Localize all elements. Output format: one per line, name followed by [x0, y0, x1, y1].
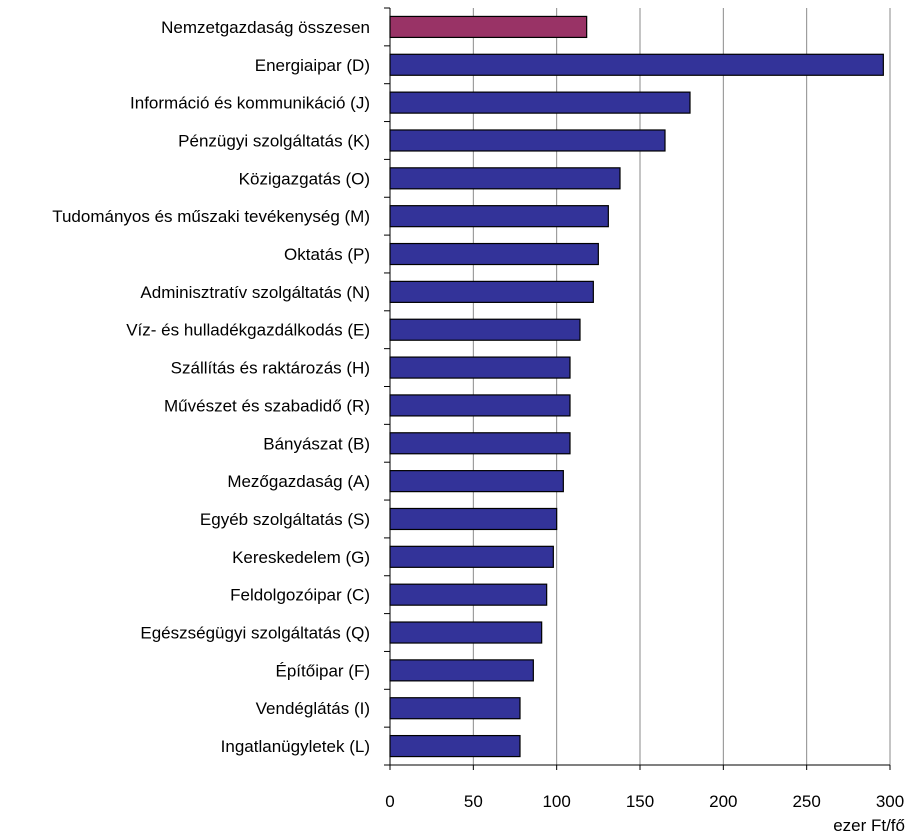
category-label: Egészségügyi szolgáltatás (Q) [140, 624, 370, 643]
x-tick-label: 150 [626, 792, 654, 811]
category-label: Művészet és szabadidő (R) [164, 396, 370, 415]
x-tick-labels: 0 50 100 150 200 250 300 [385, 792, 904, 811]
category-label: Víz- és hulladékgazdálkodás (E) [126, 321, 370, 340]
bar [389, 242, 599, 266]
bar [389, 53, 884, 76]
category-labels: Nemzetgazdaság összesen Energiaipar (D) In… [52, 18, 370, 756]
x-tick-label: 250 [792, 792, 820, 811]
bar [389, 167, 621, 190]
category-label: Pénzügyi szolgáltatás (K) [178, 131, 370, 150]
category-label: Egyéb szolgáltatás (S) [200, 510, 370, 529]
category-label: Kereskedelem (G) [232, 548, 370, 567]
category-label: Mezőgazdaság (A) [227, 472, 370, 491]
category-label: Építőipar (F) [276, 661, 370, 680]
bar [389, 318, 581, 341]
category-label: Ingatlanügyletek (L) [221, 737, 370, 756]
bar [389, 545, 554, 568]
gridlines [472, 8, 891, 765]
bar [389, 470, 564, 493]
bar [389, 394, 571, 417]
bar [389, 15, 588, 39]
bar [389, 356, 571, 379]
category-label: Információ és kommunikáció (J) [130, 94, 370, 113]
x-tick-label: 100 [542, 792, 570, 811]
x-tick-label: 200 [709, 792, 737, 811]
x-tick-label: 0 [385, 792, 394, 811]
category-label: Vendéglátás (I) [256, 699, 370, 718]
x-tick-label: 50 [464, 792, 483, 811]
category-label: Bányászat (B) [263, 434, 370, 453]
bars [384, 7, 884, 766]
bar [389, 583, 548, 606]
bar [389, 621, 543, 644]
bar [389, 697, 521, 720]
category-label: Nemzetgazdaság összesen [161, 18, 370, 37]
category-label: Energiaipar (D) [255, 56, 370, 75]
bar [389, 659, 534, 682]
category-label: Tudományos és műszaki tevékenység (M) [52, 207, 370, 226]
category-label: Feldolgozóipar (C) [230, 586, 370, 605]
axes [384, 8, 891, 770]
bar [389, 280, 594, 303]
bar [389, 91, 691, 114]
category-label: Szállítás és raktározás (H) [171, 359, 370, 378]
category-label: Adminisztratív szolgáltatás (N) [140, 283, 370, 302]
category-label: Oktatás (P) [284, 245, 370, 264]
x-tick-label: 300 [876, 792, 904, 811]
x-axis-unit-label: ezer Ft/fő [833, 816, 905, 835]
category-label: Közigazgatás (O) [239, 169, 370, 188]
bar [389, 507, 558, 531]
bar [389, 129, 666, 152]
bar [389, 734, 521, 758]
bar [389, 205, 609, 228]
bar [389, 432, 571, 455]
